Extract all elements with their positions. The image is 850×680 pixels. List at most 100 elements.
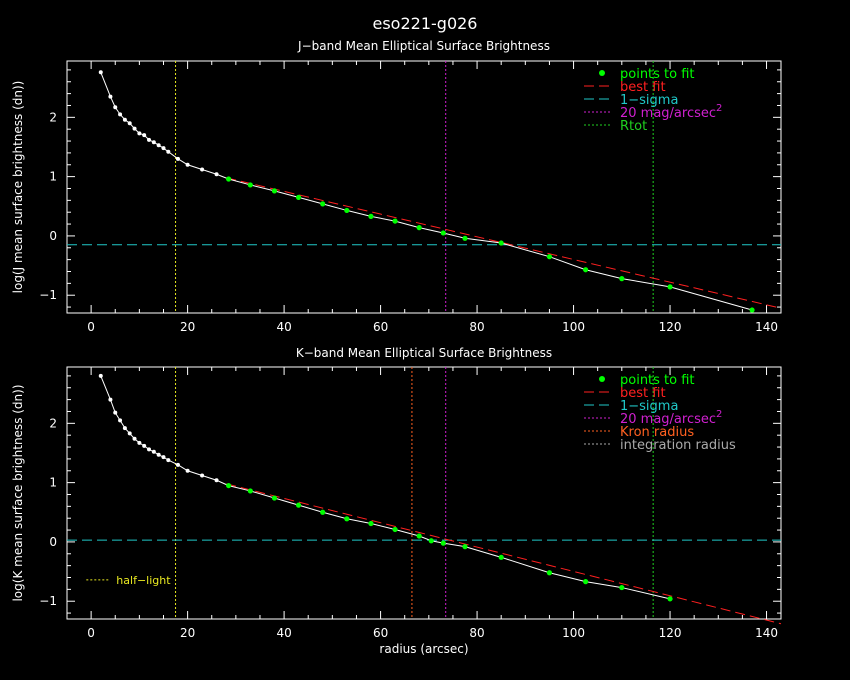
fit-point [368,520,374,527]
j-band-panel: J−band Mean Elliptical Surface Brightnes… [11,39,782,334]
profile-point [108,397,113,402]
profile-point [147,137,152,142]
x-tick-label: 40 [276,626,291,640]
legend-label: 1−sigma [620,93,678,108]
x-tick-label: 60 [373,320,388,334]
profile-point [175,462,180,467]
fit-point [498,240,504,246]
fit-point [583,579,589,585]
profile-point [214,478,219,483]
y-axis-label: log(K mean surface brightness (dn)) [11,384,25,601]
profile-point [166,458,171,463]
x-tick-label: 100 [562,320,585,334]
fit-point [344,516,350,522]
legend-label: Rtot [620,119,647,134]
profile-point [151,449,156,454]
legend-label: points to fit [620,67,695,82]
fit-point [226,176,232,182]
y-tick-label: 1 [49,476,57,490]
best-fit-line [226,177,782,309]
plot-frame [66,60,782,314]
x-tick-label: 140 [755,320,778,334]
profile-point [118,112,123,117]
profile-point [132,126,137,131]
legend-marker [599,376,605,382]
fit-point [271,188,278,194]
profile-point [122,426,127,431]
legend-label: best fit [620,80,666,95]
fit-point [392,218,398,224]
profile-point [200,473,205,478]
fit-point [667,596,673,602]
profile-point [98,70,103,75]
y-tick-label: 1 [49,170,57,184]
x-tick-label: 80 [469,320,484,334]
x-tick-label: 80 [469,626,484,640]
y-tick-label: 0 [49,229,57,243]
annotation-label: half−light [116,574,171,587]
fit-point [247,182,253,188]
x-tick-label: 120 [659,626,682,640]
y-tick-label: 2 [49,416,57,430]
profile-point [142,133,147,138]
profile-point [108,94,113,99]
fit-point [667,284,673,290]
legend-label: 20 mag/arcsec2 [620,103,722,121]
fit-point [226,482,232,489]
profile-point [137,440,142,445]
legend-marker [599,70,605,76]
fit-point [416,225,422,231]
profile-point [137,131,142,136]
profile-point [161,146,166,151]
profile-point [151,140,156,145]
legend-label: 20 mag/arcsec2 [620,409,722,427]
x-tick-label: 20 [180,626,195,640]
profile-point [161,455,166,460]
profile-point [200,167,205,172]
legend-label: best fit [620,386,666,401]
fit-point [749,307,755,313]
profile-point [142,443,147,448]
fit-point [440,230,446,236]
panel-title: J−band Mean Elliptical Surface Brightnes… [297,39,550,53]
x-axis-label: radius (arcsec) [379,642,468,656]
fit-point [247,488,253,494]
profile-point [113,410,118,415]
legend-label: integration radius [620,438,736,453]
fit-point [392,526,398,533]
legend-label-superscript: 2 [716,409,722,420]
profile-point [185,468,190,473]
x-tick-label: 60 [373,626,388,640]
y-tick-label: −1 [39,288,57,302]
fit-point [498,554,504,560]
fit-point [462,235,468,241]
y-axis-label: log(J mean surface brightness (dn)) [11,81,25,294]
fit-point [546,254,553,260]
fit-point [320,201,326,207]
legend-label: Kron radius [620,425,694,440]
legend-label-superscript: 2 [716,103,722,114]
fit-point [344,207,350,214]
fit-point [368,213,374,219]
fit-point [320,509,326,515]
figure-title: eso221-g026 [373,14,478,33]
profile-point [156,143,161,148]
x-tick-label: 120 [659,320,682,334]
y-tick-label: 2 [49,110,57,124]
fit-point [619,584,625,591]
panel-title: K−band Mean Elliptical Surface Brightnes… [296,346,552,360]
profile-point [185,162,190,167]
x-tick-label: 140 [755,626,778,640]
legend-label: points to fit [620,373,695,388]
x-tick-label: 0 [87,626,95,640]
x-tick-label: 0 [87,320,95,334]
fit-point [416,533,422,539]
profile-point [98,373,103,378]
y-tick-label: 0 [49,535,57,549]
plot-frame [66,366,782,620]
x-tick-label: 40 [276,320,291,334]
profile-point [166,149,171,154]
profile-point [118,418,123,423]
profile-point [156,452,161,457]
